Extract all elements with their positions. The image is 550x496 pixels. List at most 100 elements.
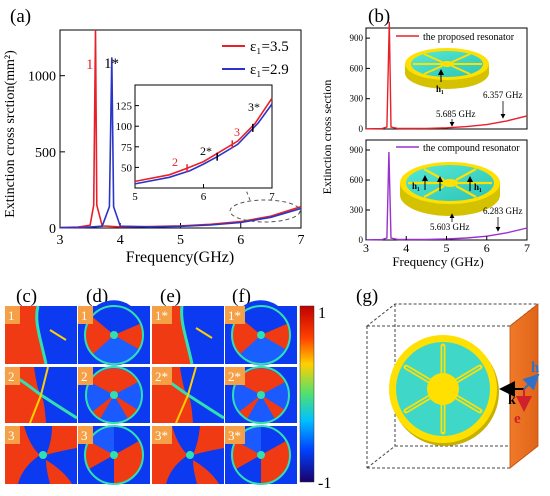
field-map-label: 1* [228,308,241,323]
b-bottom-ytick-label: 900 [350,145,364,155]
field-map-label: 1 [8,308,15,323]
b-top-annot-6357: 6.357 GHz [483,90,523,100]
a-xtick-label: 3 [57,233,64,248]
a-xtick-label: 7 [298,233,305,248]
inset-xtick-label: 6 [201,191,207,203]
b-top-ytick-label: 900 [350,33,364,43]
field-map-label: 2 [8,369,15,384]
field-maps: (c) (d) (e) (f) [4,286,331,492]
port-face [509,303,539,469]
inset-label-2: 2 [172,155,178,169]
a-xtick-label: 5 [177,233,184,248]
inset-ytick-label: 100 [116,121,133,133]
a-zoom-ellipse [229,199,301,223]
a-legend-blue: ε₁=2.9 [250,62,289,78]
field-map-label-box [78,426,93,444]
field-map-label-box [5,426,20,444]
b-xlabel: Frequency (GHz) [392,254,483,269]
panel-b: (b) 0 300 600 900 0 300 600 900 3 4 5 6 7 Frequency … [320,6,530,269]
b-bottom-ytick-label: 300 [350,205,364,215]
panel-label-d: (d) [86,286,108,307]
field-map-label: 1 [81,308,88,323]
colorbar [299,305,315,483]
b-bottom-h1-label-b: h₁ [474,182,482,192]
b-bottom-ytick-label: 0 [359,235,364,245]
inset-series-line-1 [134,103,273,185]
resonator-disk [389,335,499,446]
panel-g: (g) [356,286,540,469]
inset-xtick-label: 5 [132,191,138,203]
b-top-ytick-label: 0 [359,124,364,134]
e-label: e [514,411,521,427]
a-ytick-label: 500 [35,146,56,161]
field-map-label: 2* [228,369,241,384]
a-zoom-pointer [245,189,251,201]
field-map-label-box [152,426,172,444]
colorbar-min: -1 [318,475,331,492]
field-map-label: 1* [155,308,168,323]
b-legend-compound: the compound resonator [423,143,520,154]
field-map-label-box [225,426,245,444]
map-d1 [78,300,150,366]
field-map-label-box [152,306,172,324]
a-series-line-1 [59,57,302,229]
b-xtick-label: 3 [363,241,369,255]
b-xtick-label: 6 [484,241,490,255]
inset-frame [134,84,273,189]
panel-label-a: (a) [10,6,31,27]
field-map-label-box [78,367,93,385]
a-xtick-label: 4 [117,233,124,248]
b-bottom-h1-label-a: h₁ [412,181,420,191]
panel-label-c: (c) [16,286,37,307]
inset-series-line-0 [134,97,273,183]
inset-label-2star: 2* [200,144,212,158]
map-f1 [225,300,297,366]
b-xtick-label: 4 [403,241,409,255]
b-bottom-annot-5603: 5.603 GHz [430,222,470,232]
a-legend: ε₁=3.5 ε₁=2.9 [222,39,289,78]
panel-label-b: (b) [368,6,390,27]
b-ylabel: Extinction cross section [320,80,334,195]
a-xtick-label: 6 [237,233,244,248]
field-map-label: 3* [228,428,241,443]
map-f3 [225,425,297,485]
panel-a-inset: 5 6 7 50 75 100 125 [116,84,275,203]
field-map-label-box [152,367,172,385]
a-series-line-0 [59,29,302,229]
b-bottom-resonator-inset: h₁ h₁ [400,162,500,216]
a-ytick-label: 0 [49,222,56,237]
k-label: k [508,393,516,408]
a-peak-label-1: 1 [86,57,94,73]
panel-a-plot: 3 4 5 6 7 0 500 1000 [28,29,305,248]
b-top-resonator-inset: h₁ [405,48,489,94]
field-map-label: 3 [81,428,88,443]
a-legend-red: ε₁=3.5 [250,39,289,55]
b-top-h1-label: h₁ [436,84,444,94]
field-map-label-box [5,306,20,324]
b-top-frame [365,27,528,130]
inset-label-3star: 3* [248,100,260,114]
field-map-label: 2 [81,369,88,384]
panel-a: (a) 3 4 5 6 7 0 500 1000 Frequency(GHz) Extinct… [3,6,305,266]
b-bottom-series-line [365,151,528,241]
inset-label-3: 3 [234,125,240,139]
b-xtick-label: 7 [524,241,530,255]
field-map-label-box [225,367,245,385]
b-bottom-annot-6283: 6.283 GHz [483,206,523,216]
inset-ytick-label: 75 [121,142,133,154]
inset-ytick-label: 50 [121,162,133,174]
b-bottom-ytick-label: 600 [350,175,364,185]
b-xtick-label: 5 [444,241,450,255]
b-legend-proposed: the proposed resonator [423,32,515,43]
inset-xtick-label: 7 [269,191,275,203]
panel-label-g: (g) [356,286,378,307]
field-map-label-box [78,306,93,324]
field-map-label-box [225,306,245,324]
colorbar-max: 1 [318,305,326,322]
map-d2 [78,366,150,424]
b-top-series-line [365,21,528,130]
h-vector [522,373,540,391]
field-map-label-box [5,367,20,385]
panel-b-plot: 0 300 600 900 0 300 600 900 3 4 5 6 7 [350,21,530,255]
b-top-ytick-label: 600 [350,63,364,73]
